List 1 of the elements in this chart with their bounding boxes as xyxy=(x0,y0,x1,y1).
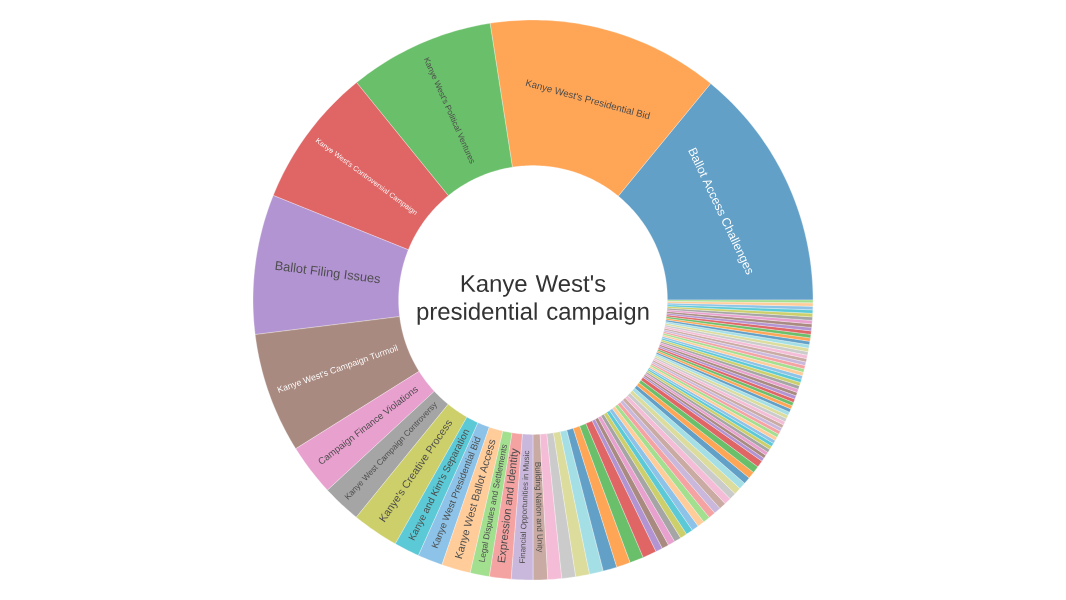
text: Kanye West's presidential campaign xyxy=(417,275,649,325)
